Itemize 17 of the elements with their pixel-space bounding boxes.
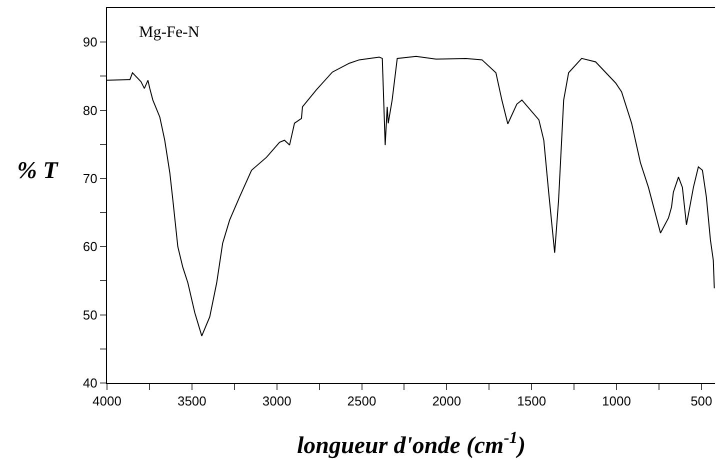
x-tick-label: 2000 — [432, 394, 462, 409]
y-tick-label: 40 — [82, 376, 98, 391]
y-tick-label: 70 — [82, 171, 98, 186]
y-tick-label: 60 — [82, 239, 98, 254]
y-tick-label: 80 — [82, 102, 98, 118]
x-tick-label: 500 — [690, 394, 712, 409]
y-axis-title: % T — [17, 158, 59, 184]
annotation: Mg-Fe-N — [139, 24, 200, 41]
x-axis-title: longueur d'onde (cm$^{-1}$) — [297, 428, 526, 460]
x-tick-label: 1500 — [517, 394, 546, 409]
y-tick-label: 90 — [82, 34, 98, 50]
x-tick-label: 1000 — [602, 394, 631, 409]
y-tick-label: 50 — [82, 307, 98, 322]
x-tick-label: 3000 — [262, 394, 292, 409]
x-tick-label: 3500 — [177, 394, 206, 409]
x-tick-label: 4000 — [92, 394, 122, 409]
x-tick-label: 2500 — [347, 394, 376, 409]
